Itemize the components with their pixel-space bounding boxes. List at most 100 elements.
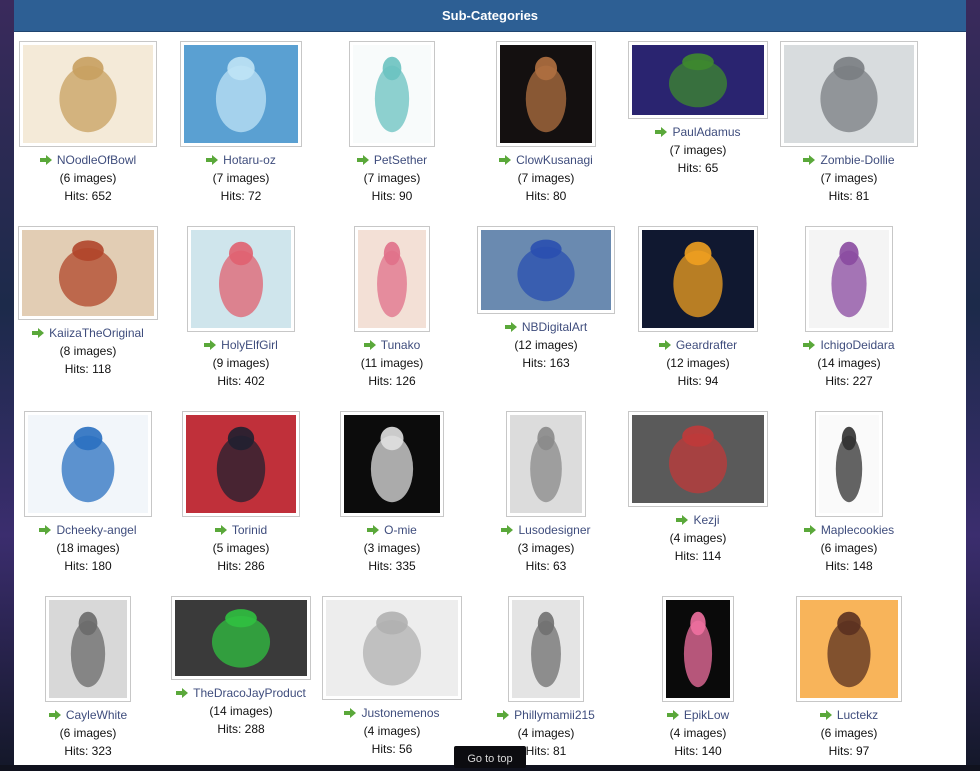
category-image-count: (14 images)	[817, 356, 881, 370]
category-name-link[interactable]: Zombie-Dollie	[820, 153, 895, 167]
category-hits: Hits: 126	[368, 374, 416, 388]
category-thumbnail[interactable]	[24, 411, 152, 517]
category-item: PetSether (7 images) Hits: 90	[317, 41, 467, 216]
category-name-link[interactable]: Phillymamii215	[514, 708, 595, 722]
category-thumbnail[interactable]	[322, 596, 462, 700]
category-info: O-mie (3 images) Hits: 335	[317, 521, 467, 575]
category-artwork-image	[800, 600, 898, 698]
category-thumbnail[interactable]	[349, 41, 435, 147]
category-name-link[interactable]: Tunako	[380, 338, 421, 352]
category-name-line: Hotaru-oz	[166, 151, 316, 169]
category-name-line: Geardrafter	[623, 336, 773, 354]
category-name-link[interactable]: Luctekz	[836, 708, 879, 722]
category-name-link[interactable]: Torinid	[231, 523, 268, 537]
category-thumbnail[interactable]	[477, 226, 615, 314]
category-artwork-image	[784, 45, 914, 143]
sub-categories-header: Sub-Categories	[14, 0, 966, 32]
category-thumbnail[interactable]	[171, 596, 311, 680]
category-artwork-image	[632, 415, 764, 503]
category-name-link[interactable]: O-mie	[384, 523, 417, 537]
category-name-link[interactable]: Justonemenos	[361, 706, 440, 720]
category-name-link[interactable]: Kezji	[693, 513, 720, 527]
category-hits: Hits: 652	[64, 189, 112, 203]
category-hits: Hits: 227	[825, 374, 873, 388]
category-name-line: Zombie-Dollie	[774, 151, 924, 169]
category-hits: Hits: 286	[217, 559, 265, 573]
category-image-count: (9 images)	[212, 356, 270, 370]
category-name-line: IchigoDeidara	[774, 336, 924, 354]
category-info: Lusodesigner (3 images) Hits: 63	[471, 521, 621, 575]
category-name-link[interactable]: Lusodesigner	[518, 523, 591, 537]
category-name-line: PaulAdamus	[623, 123, 773, 141]
category-thumbnail[interactable]	[628, 41, 768, 119]
category-name-link[interactable]: TheDracoJayProduct	[193, 686, 306, 700]
category-name-link[interactable]: CayleWhite	[65, 708, 128, 722]
category-thumbnail[interactable]	[496, 41, 596, 147]
category-hits: Hits: 323	[64, 744, 112, 758]
category-name-link[interactable]: EpikLow	[683, 708, 730, 722]
category-name-link[interactable]: PetSether	[373, 153, 428, 167]
category-item: Tunako (11 images) Hits: 126	[317, 226, 467, 401]
category-item: Lusodesigner (3 images) Hits: 63	[471, 411, 621, 586]
category-item: Torinid (5 images) Hits: 286	[166, 411, 316, 586]
category-hits: Hits: 56	[371, 742, 413, 756]
category-hits: Hits: 163	[522, 356, 570, 370]
category-name-link[interactable]: Geardrafter	[675, 338, 738, 352]
category-name-link[interactable]: PaulAdamus	[672, 125, 741, 139]
category-thumbnail[interactable]	[340, 411, 444, 517]
go-to-top-button[interactable]: Go to top	[454, 746, 526, 768]
category-info: PaulAdamus (7 images) Hits: 65	[623, 123, 773, 177]
category-hits: Hits: 118	[64, 362, 112, 376]
category-thumbnail[interactable]	[45, 596, 131, 702]
category-name-link[interactable]: ClowKusanagi	[516, 153, 593, 167]
category-info: TheDracoJayProduct (14 images) Hits: 288	[166, 684, 316, 738]
category-thumbnail[interactable]	[780, 41, 918, 147]
category-info: Zombie-Dollie (7 images) Hits: 81	[774, 151, 924, 205]
category-artwork-image	[809, 230, 889, 328]
category-image-count: (6 images)	[820, 541, 878, 555]
category-artwork-image	[666, 600, 730, 698]
category-name-link[interactable]: KaiizaTheOriginal	[49, 326, 144, 340]
category-name-link[interactable]: NBDigitalArt	[521, 320, 588, 334]
category-thumbnail[interactable]	[805, 226, 893, 332]
category-artwork-image	[500, 45, 592, 143]
category-artwork-image	[632, 45, 764, 115]
category-name-link[interactable]: Maplecookies	[820, 523, 895, 537]
category-image-count: (4 images)	[669, 726, 727, 740]
category-thumbnail[interactable]	[815, 411, 883, 517]
category-thumbnail[interactable]	[662, 596, 734, 702]
category-name-link[interactable]: NOodleOfBowl	[56, 153, 137, 167]
category-item: CayleWhite (6 images) Hits: 323	[13, 596, 163, 771]
category-image-count: (5 images)	[212, 541, 270, 555]
category-hits: Hits: 65	[677, 161, 719, 175]
category-info: Geardrafter (12 images) Hits: 94	[623, 336, 773, 390]
green-arrow-icon	[803, 155, 816, 165]
category-name-link[interactable]: Dcheeky-angel	[56, 523, 137, 537]
category-item: Luctekz (6 images) Hits: 97	[774, 596, 924, 771]
category-thumbnail[interactable]	[182, 411, 300, 517]
category-info: Kezji (4 images) Hits: 114	[623, 511, 773, 565]
category-thumbnail[interactable]	[508, 596, 584, 702]
category-item: Zombie-Dollie (7 images) Hits: 81	[774, 41, 924, 216]
green-arrow-icon	[39, 525, 52, 535]
category-thumbnail[interactable]	[796, 596, 902, 702]
category-image-count: (7 images)	[669, 143, 727, 157]
category-thumbnail[interactable]	[180, 41, 302, 147]
green-arrow-icon	[214, 525, 227, 535]
category-thumbnail[interactable]	[354, 226, 430, 332]
category-hits: Hits: 140	[674, 744, 722, 758]
green-arrow-icon	[501, 525, 514, 535]
category-thumbnail[interactable]	[19, 41, 157, 147]
category-name-link[interactable]: IchigoDeidara	[820, 338, 895, 352]
category-name-line: O-mie	[317, 521, 467, 539]
category-thumbnail[interactable]	[628, 411, 768, 507]
category-thumbnail[interactable]	[187, 226, 295, 332]
category-name-line: HolyElfGirl	[166, 336, 316, 354]
category-name-link[interactable]: HolyElfGirl	[221, 338, 278, 352]
category-name-link[interactable]: Hotaru-oz	[223, 153, 276, 167]
category-thumbnail[interactable]	[638, 226, 758, 332]
category-artwork-image	[481, 230, 611, 310]
category-thumbnail[interactable]	[18, 226, 158, 320]
category-name-line: Dcheeky-angel	[13, 521, 163, 539]
category-thumbnail[interactable]	[506, 411, 586, 517]
